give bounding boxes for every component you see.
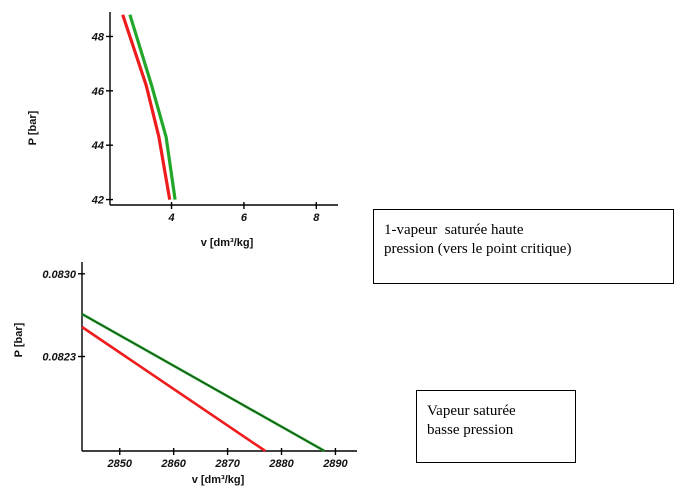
y-tick-label-top: 46 bbox=[91, 86, 105, 98]
x-tick-label-bottom: 2880 bbox=[268, 458, 294, 470]
x-tick-label-bottom: 2850 bbox=[107, 458, 133, 470]
green-series-line-top bbox=[128, 14, 177, 200]
y-axis-title-bottom: P [bar] bbox=[13, 322, 25, 357]
svg-text:P [bar]: P [bar] bbox=[27, 110, 39, 145]
note-low-pressure-line2: basse pression bbox=[427, 422, 514, 438]
y-tick-label-bottom: 0.0830 bbox=[42, 269, 77, 281]
x-tick-label-top: 8 bbox=[313, 212, 320, 224]
green-series-edge-bottom bbox=[81, 313, 325, 452]
x-axis-title-top: v [dm³/kg] bbox=[201, 237, 254, 249]
note-high-pressure-line1: 1-vapeur saturée haute bbox=[384, 222, 524, 238]
x-tick-label-top: 4 bbox=[167, 212, 174, 224]
note-low-pressure: Vapeur saturée basse pression bbox=[416, 390, 576, 463]
red-series-line-top bbox=[121, 14, 172, 200]
x-axis-title-bottom: v [dm³/kg] bbox=[192, 474, 245, 486]
x-tick-label-bottom: 2870 bbox=[214, 458, 240, 470]
y-axis-title-top: P [bar] bbox=[27, 110, 39, 145]
chart-low-pressure: P [bar] v [dm³/kg] 0.0823 0.0830 2850 2860 2… bbox=[13, 262, 357, 486]
red-series-line-bottom bbox=[81, 325, 267, 453]
x-tick-label-bottom: 2890 bbox=[322, 458, 348, 470]
x-tick-label-bottom: 2860 bbox=[160, 458, 186, 470]
y-tick-label-top: 48 bbox=[91, 31, 105, 43]
y-tick-label-top: 44 bbox=[91, 140, 104, 152]
note-high-pressure: 1-vapeur saturée haute pression (vers le… bbox=[373, 209, 674, 284]
note-high-pressure-line2: pression (vers le point critique) bbox=[384, 241, 572, 257]
y-tick-label-top: 42 bbox=[91, 195, 104, 207]
note-low-pressure-line1: Vapeur saturée bbox=[427, 403, 516, 419]
y-tick-label-bottom: 0.0823 bbox=[42, 352, 76, 364]
svg-text:P [bar]: P [bar] bbox=[13, 322, 25, 357]
x-tick-label-top: 6 bbox=[241, 212, 248, 224]
